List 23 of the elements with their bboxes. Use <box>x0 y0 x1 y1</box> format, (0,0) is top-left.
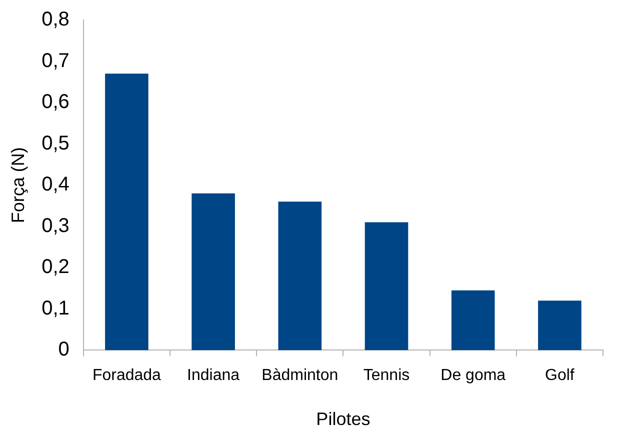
x-tick-label: Indiana <box>187 367 240 384</box>
bar <box>364 222 408 350</box>
y-tick-label: 0,8 <box>42 8 70 31</box>
bar <box>278 202 322 350</box>
y-tick-label: 0,4 <box>42 174 70 196</box>
y-tick-label: 0,5 <box>42 132 70 154</box>
bar <box>192 193 235 350</box>
y-axis-title: Força (N) <box>8 147 28 224</box>
y-tick-label: 0,2 <box>42 256 70 278</box>
x-axis-title: Pilotes <box>316 409 370 430</box>
x-tick-label: Golf <box>545 367 575 384</box>
x-tick-label: Tennis <box>363 367 410 384</box>
bar <box>105 74 148 350</box>
bar <box>538 300 582 350</box>
x-tick-label: De goma <box>440 367 506 384</box>
y-tick-label: 0,1 <box>42 297 70 320</box>
x-tick-label: Bàdminton <box>262 367 338 384</box>
y-tick-label: 0 <box>58 338 70 361</box>
y-tick-label: 0,6 <box>42 91 70 114</box>
bar <box>451 290 495 350</box>
x-tick-label: Foradada <box>92 367 162 384</box>
y-tick-label: 0,7 <box>42 50 70 72</box>
y-tick-label: 0,3 <box>42 214 70 237</box>
